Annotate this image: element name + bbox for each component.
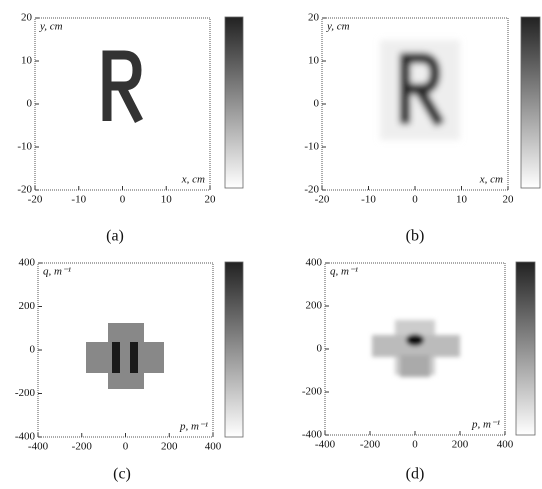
y-tick-label: 200 bbox=[19, 300, 36, 312]
x-tick-label: -200 bbox=[72, 441, 93, 453]
x-tick-label: 10 bbox=[161, 194, 173, 206]
y-tick-label: -10 bbox=[17, 141, 32, 153]
x-axis-label: p, m⁻¹ bbox=[179, 421, 208, 433]
x-tick-label: -400 bbox=[28, 441, 49, 453]
panel-label: (c) bbox=[113, 466, 131, 483]
y-tick-label: 10 bbox=[308, 55, 320, 67]
x-tick-label: -200 bbox=[360, 439, 381, 451]
x-tick-label: 200 bbox=[452, 439, 469, 451]
panel-label: (d) bbox=[406, 466, 425, 483]
x-tick-label: -20 bbox=[315, 194, 330, 206]
plot-frame bbox=[34, 17, 211, 191]
y-tick-label: 0 bbox=[314, 98, 320, 110]
y-tick-label: -400 bbox=[15, 431, 36, 443]
panel-label: (b) bbox=[406, 228, 425, 245]
colorbar bbox=[515, 261, 536, 436]
image-blurred bbox=[380, 40, 460, 140]
y-tick-label: -200 bbox=[15, 387, 36, 399]
x-axis-label: x, cm bbox=[479, 174, 503, 186]
x-tick-label: -10 bbox=[361, 194, 376, 206]
x-tick-label: 20 bbox=[205, 194, 217, 206]
y-axis-label: q, m⁻¹ bbox=[43, 266, 71, 278]
panel-label: (a) bbox=[106, 228, 124, 245]
x-tick-label: 20 bbox=[503, 194, 515, 206]
y-axis-label: y, cm bbox=[39, 21, 63, 33]
y-tick-label: 0 bbox=[30, 344, 36, 356]
colorbar bbox=[224, 261, 244, 438]
y-tick-label: -20 bbox=[17, 184, 32, 196]
y-tick-label: 400 bbox=[306, 257, 323, 269]
x-tick-label: -400 bbox=[315, 439, 336, 451]
x-axis-label: x, cm bbox=[181, 174, 205, 186]
x-tick-label: 10 bbox=[456, 194, 468, 206]
image-letter bbox=[102, 50, 144, 124]
y-tick-label: 400 bbox=[19, 257, 36, 269]
y-tick-label: 10 bbox=[21, 55, 33, 67]
y-tick-label: 200 bbox=[306, 300, 323, 312]
x-tick-label: 0 bbox=[412, 194, 418, 206]
y-tick-label: -200 bbox=[302, 386, 323, 398]
colorbar bbox=[520, 16, 541, 189]
x-tick-label: 0 bbox=[412, 439, 418, 451]
x-tick-label: 200 bbox=[161, 441, 178, 453]
y-tick-label: 20 bbox=[21, 12, 33, 24]
x-axis-label: p, m⁻¹ bbox=[471, 419, 500, 431]
y-tick-label: -400 bbox=[302, 429, 323, 441]
y-tick-label: 0 bbox=[317, 343, 323, 355]
y-tick-label: 20 bbox=[308, 12, 320, 24]
image-spectrum bbox=[86, 323, 164, 389]
x-tick-label: -10 bbox=[71, 194, 86, 206]
y-tick-label: -10 bbox=[304, 141, 319, 153]
x-tick-label: 400 bbox=[497, 439, 514, 451]
x-tick-label: 0 bbox=[123, 441, 129, 453]
y-axis-label: q, m⁻¹ bbox=[330, 266, 358, 278]
x-tick-label: 0 bbox=[120, 194, 126, 206]
x-tick-label: 400 bbox=[205, 441, 222, 453]
x-tick-label: -20 bbox=[28, 194, 43, 206]
colorbar bbox=[224, 16, 244, 189]
y-tick-label: 0 bbox=[27, 98, 33, 110]
image-spectrum-recovered bbox=[372, 320, 460, 377]
y-tick-label: -20 bbox=[304, 184, 319, 196]
y-axis-label: y, cm bbox=[326, 21, 350, 33]
